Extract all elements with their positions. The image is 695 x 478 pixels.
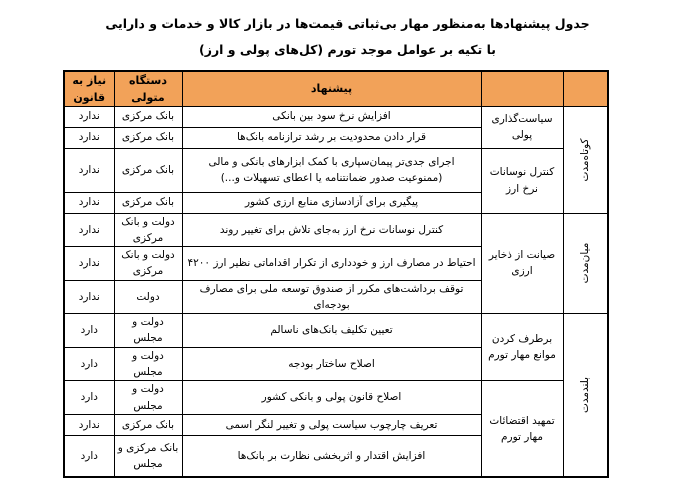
proposal-cell: افزایش نرخ سود بین بانکی — [182, 106, 481, 127]
header-agency: دستگاه متولی — [114, 71, 182, 107]
proposal-cell: تعریف چارچوب سیاست پولی و تغییر لنگر اسم… — [182, 414, 481, 435]
group-cell-monetary-policy: سیاست‌گذاری پولی — [481, 106, 563, 148]
agency-cell: بانک مرکزی — [114, 414, 182, 435]
law-cell: دارد — [64, 435, 114, 477]
term-label: کوتاه‌مدت — [577, 138, 593, 181]
law-cell: ندارد — [64, 280, 114, 314]
table-title: جدول پیشنهادها به‌منظور مهار بی‌ثباتی قی… — [0, 11, 695, 64]
proposal-cell: تعیین تکلیف بانک‌های ناسالم — [182, 314, 481, 348]
proposal-cell: قرار دادن محدودیت بر رشد ترازنامه بانک‌ه… — [182, 127, 481, 148]
header-proposal: پیشنهاد — [182, 71, 481, 107]
header-row: پیشنهاد دستگاه متولی نیاز به قانون — [64, 71, 608, 107]
proposal-cell: افزایش اقتدار و اثربخشی نظارت بر بانک‌ها — [182, 435, 481, 477]
proposal-cell: احتیاط در مصارف ارز و خودداری از تکرار ا… — [182, 247, 481, 281]
law-cell: ندارد — [64, 213, 114, 247]
header-law: نیاز به قانون — [64, 71, 114, 107]
law-cell: ندارد — [64, 192, 114, 213]
agency-cell: دولت و مجلس — [114, 347, 182, 381]
group-cell-remove-barriers: برطرف کردن موانع مهار تورم — [481, 314, 563, 381]
agency-cell: دولت — [114, 280, 182, 314]
law-cell: دارد — [64, 314, 114, 348]
table-row: میان‌مدت صیانت از ذخایر ارزی کنترل نوسان… — [64, 213, 608, 247]
proposal-cell: کنترل نوسانات نرخ ارز به‌جای تلاش برای ت… — [182, 213, 481, 247]
group-cell-fx-reserves: صیانت از ذخایر ارزی — [481, 213, 563, 314]
term-label: میان‌مدت — [577, 243, 593, 284]
proposal-cell: اصلاح ساختار بودجه — [182, 347, 481, 381]
agency-cell: دولت و بانک مرکزی — [114, 213, 182, 247]
agency-cell: بانک مرکزی — [114, 106, 182, 127]
term-cell-long-term: بلندمدت — [563, 314, 608, 478]
table-row: کنترل نوسانات نرخ ارز اجرای جدی‌تر پیمان… — [64, 148, 608, 192]
term-cell-short-term: کوتاه‌مدت — [563, 106, 608, 213]
table-row: کوتاه‌مدت سیاست‌گذاری پولی افزایش نرخ سو… — [64, 106, 608, 127]
title-line-1: جدول پیشنهادها به‌منظور مهار بی‌ثباتی قی… — [0, 11, 695, 37]
law-cell: ندارد — [64, 414, 114, 435]
proposal-cell: توقف برداشت‌های مکرر از صندوق توسعه ملی … — [182, 280, 481, 314]
title-line-2: با تکیه بر عوامل موجد تورم (کل‌های پولی … — [0, 37, 695, 63]
group-cell-fx-fluctuations: کنترل نوسانات نرخ ارز — [481, 148, 563, 213]
law-cell: دارد — [64, 381, 114, 415]
law-cell: ندارد — [64, 127, 114, 148]
term-label: بلندمدت — [577, 377, 593, 413]
agency-cell: بانک مرکزی — [114, 192, 182, 213]
proposals-table: پیشنهاد دستگاه متولی نیاز به قانون کوتاه… — [63, 70, 609, 478]
agency-cell: دولت و مجلس — [114, 381, 182, 415]
table-row: تمهید اقتضائات مهار تورم اصلاح قانون پول… — [64, 381, 608, 415]
agency-cell: بانک مرکزی و مجلس — [114, 435, 182, 477]
group-cell-prepare-requirements: تمهید اقتضائات مهار تورم — [481, 381, 563, 478]
header-term-blank — [563, 71, 608, 107]
header-group-blank — [481, 71, 563, 107]
proposal-cell: اصلاح قانون پولی و بانکی کشور — [182, 381, 481, 415]
agency-cell: دولت و بانک مرکزی — [114, 247, 182, 281]
agency-cell: بانک مرکزی — [114, 148, 182, 192]
agency-cell: بانک مرکزی — [114, 127, 182, 148]
table-row: بلندمدت برطرف کردن موانع مهار تورم تعیین… — [64, 314, 608, 348]
law-cell: دارد — [64, 347, 114, 381]
agency-cell: دولت و مجلس — [114, 314, 182, 348]
law-cell: ندارد — [64, 148, 114, 192]
law-cell: ندارد — [64, 247, 114, 281]
term-cell-medium-term: میان‌مدت — [563, 213, 608, 314]
law-cell: ندارد — [64, 106, 114, 127]
proposal-cell: اجرای جدی‌تر پیمان‌سپاری با کمک ابزارهای… — [182, 148, 481, 192]
proposal-cell: پیگیری برای آزادسازی منابع ارزی کشور — [182, 192, 481, 213]
